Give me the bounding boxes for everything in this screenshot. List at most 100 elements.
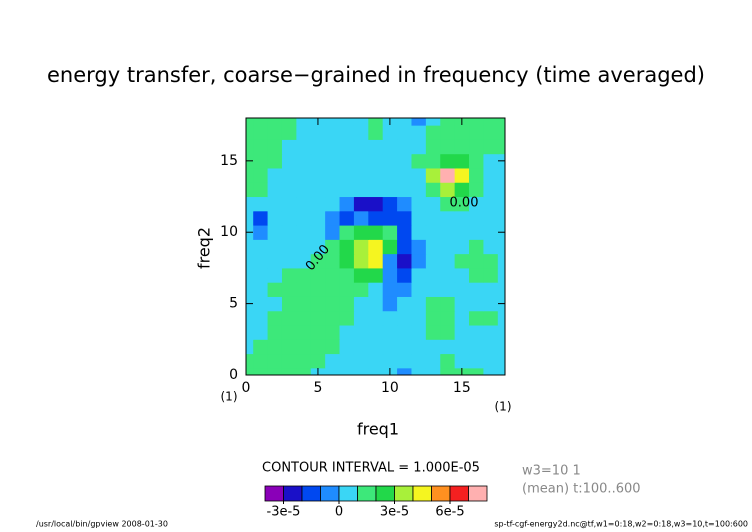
contour-cell: [425, 296, 441, 312]
contour-cell: [246, 353, 254, 369]
contour-cell: [497, 367, 505, 375]
contour-cell: [425, 139, 441, 155]
contour-cell: [483, 310, 499, 326]
contour-cell: [253, 296, 269, 312]
contour-interval: CONTOUR INTERVAL = 1.000E-05: [262, 461, 480, 476]
contour-cell: [425, 225, 441, 240]
contour-cell: [339, 296, 355, 312]
contour-cell: [397, 139, 412, 155]
contour-cell: [281, 296, 297, 312]
contour-cell: [339, 153, 355, 169]
contour-cell: [310, 267, 326, 283]
contour-cell: [454, 125, 470, 140]
contour-cell: [246, 118, 254, 126]
contour-cell: [267, 182, 283, 198]
contour-cell: [454, 282, 470, 297]
contour-cell: [246, 210, 254, 226]
contour-cell: [339, 267, 355, 283]
contour-cell: [368, 182, 384, 198]
contour-cell: [454, 325, 470, 340]
contour-cell: [339, 139, 355, 155]
contour-cell: [483, 167, 499, 183]
colorbar-box: [357, 485, 377, 502]
contour-cell: [440, 225, 456, 240]
contour-cell: [253, 339, 269, 355]
contour-cell: [246, 310, 254, 326]
contour-cell: [325, 310, 341, 326]
contour-cell: [397, 353, 412, 369]
contour-cell: [353, 167, 369, 183]
contour-cell: [339, 196, 355, 212]
contour-cell: [310, 296, 326, 312]
contour-cell: [267, 118, 283, 126]
contour-cell: [339, 239, 355, 255]
contour-cell: [246, 239, 254, 255]
x-tick-label: 5: [313, 380, 322, 396]
contour-cell: [469, 118, 484, 126]
contour-cell: [397, 125, 412, 140]
contour-cell: [440, 282, 456, 297]
contour-cell: [281, 125, 297, 140]
contour-cell: [339, 282, 355, 297]
contour-cell: [397, 225, 412, 240]
contour-cell: [267, 139, 283, 155]
contour-cell: [267, 367, 283, 375]
contour-cell: [440, 118, 456, 126]
colorbar-box: [301, 485, 321, 502]
y-tick-label: 5: [229, 296, 238, 312]
contour-cell: [253, 253, 269, 269]
colorbar-tick-label: 0: [335, 505, 343, 520]
x-tick-label: 10: [381, 380, 399, 396]
contour-cell: [483, 153, 499, 169]
info-line: w3=10 1: [522, 464, 581, 479]
contour-cell: [246, 325, 254, 340]
contour-cell: [246, 367, 254, 375]
contour-cell: [440, 196, 456, 212]
contour-cell: [411, 167, 427, 183]
contour-cell: [353, 339, 369, 355]
contour-cell: [483, 118, 499, 126]
contour-cell: [454, 353, 470, 369]
contour-cell: [253, 267, 269, 283]
contour-cell: [411, 353, 427, 369]
contour-cell: [281, 310, 297, 326]
contour-cell: [246, 253, 254, 269]
contour-cell: [425, 282, 441, 297]
contour-cell: [425, 267, 441, 283]
contour-cell: [497, 139, 505, 155]
contour-cell: [310, 353, 326, 369]
contour-cell: [425, 367, 441, 375]
contour-cell: [267, 210, 283, 226]
contour-cell: [469, 167, 484, 183]
contour-cell: [382, 210, 398, 226]
contour-cell: [281, 267, 297, 283]
contour-cell: [497, 310, 505, 326]
contour-cell: [281, 325, 297, 340]
contour-cell: [469, 196, 484, 212]
contour-cell: [483, 210, 499, 226]
colorbar-box: [283, 485, 303, 502]
contour-cell: [281, 153, 297, 169]
contour-cell: [325, 125, 341, 140]
contour-cell: [281, 118, 297, 126]
contour-cell: [425, 196, 441, 212]
contour-cell: [425, 182, 441, 198]
contour-cell: [469, 353, 484, 369]
contour-cell: [454, 225, 470, 240]
contour-cell: [440, 210, 456, 226]
contour-cell: [425, 310, 441, 326]
contour-cell: [325, 182, 341, 198]
contour-cell: [296, 296, 312, 312]
contour-cell: [296, 153, 312, 169]
contour-cell: [267, 239, 283, 255]
contour-cell: [310, 196, 326, 212]
contour-cell: [440, 367, 456, 375]
contour-cell: [483, 139, 499, 155]
contour-cell: [440, 253, 456, 269]
contour-cell: [483, 353, 499, 369]
contour-cell: [368, 125, 384, 140]
contour-cell: [425, 339, 441, 355]
contour-cell: [497, 182, 505, 198]
contour-cell: [425, 239, 441, 255]
contour-cell: [497, 325, 505, 340]
